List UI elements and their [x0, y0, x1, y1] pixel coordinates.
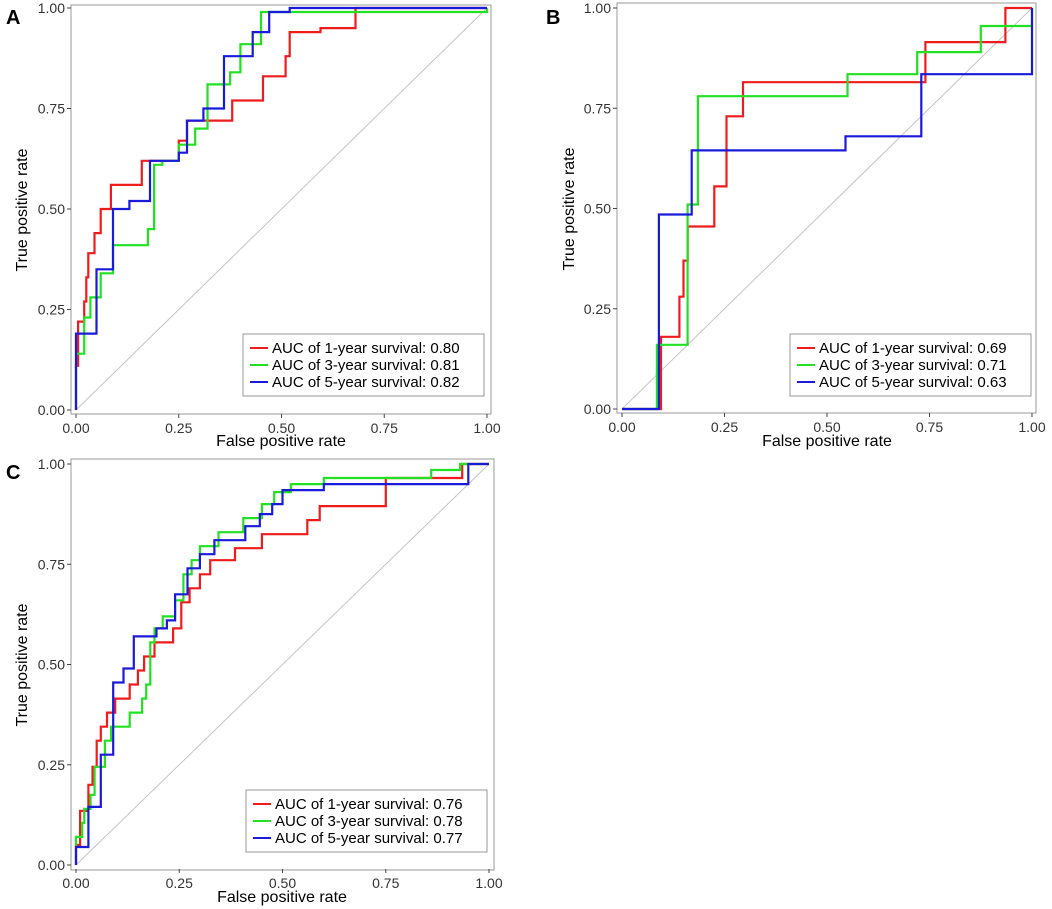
panel-b-xtick-label-0: 0.00: [608, 419, 635, 435]
panel-b-ytick-label-2: 0.50: [584, 201, 611, 217]
panel-c-diagonal: [75, 463, 490, 866]
panel-b-ticks: 0.00 0.25 0.50 0.75 1.00 0.00 0.25 0.50 0.75 1.00: [584, 0, 1046, 435]
panel-a-roc-curve-3: [74, 6, 487, 410]
panel-b-legend-box: [789, 333, 1032, 397]
panel-a-ytick-label-2: 0.50: [38, 201, 65, 217]
panel-c-ylabel: True positive rate: [14, 603, 31, 726]
panel-c-ytick-label-1: 0.25: [38, 757, 65, 773]
panel-a-ytick-label-3: 0.75: [38, 101, 65, 117]
panel-a-ticks: 0.00 0.25 0.50 0.75 1.00 0.00 0.25 0.50 0.75 1.00: [38, 0, 501, 436]
panel-a-xtick-label-3: 0.75: [371, 420, 398, 436]
panel-b-xlabel: False positive rate: [762, 433, 892, 450]
panel-c-letter: C: [6, 462, 20, 484]
panel-c-plot-layer: [74, 462, 490, 866]
panel-a-xtick-label-4: 1.00: [473, 420, 500, 436]
panel-c-xtick-label-0: 0.00: [62, 875, 89, 891]
panel-b-legend-label-1: AUC of 1-year survival: 0.69: [819, 340, 1007, 357]
panel-b-xtick-label-4: 1.00: [1018, 419, 1045, 435]
panel-a-ytick-label-0: 0.00: [38, 402, 65, 418]
panel-a-ylabel: True positive rate: [14, 148, 31, 271]
panel-b-xtick-label-2: 0.50: [813, 419, 840, 435]
panel-a-legend-box: [242, 333, 485, 397]
panel-c-legend-label-3: AUC of 5-year survival: 0.77: [275, 830, 463, 847]
panel-c-legend-label-2: AUC of 3-year survival: 0.78: [275, 813, 463, 830]
panel-b-roc-curve-2: [622, 8, 1034, 411]
panel-a-legend-label-2: AUC of 3-year survival: 0.81: [272, 357, 460, 374]
panel-c-xlabel: False positive rate: [217, 889, 347, 906]
panel-a-plot-layer: [74, 6, 489, 411]
panel-b-legend-label-2: AUC of 3-year survival: 0.71: [819, 357, 1007, 374]
panel-c-xtick-label-1: 0.25: [166, 875, 193, 891]
panel-c-legend-label-1: AUC of 1-year survival: 0.76: [275, 796, 463, 813]
panel-c-ticks: 0.00 0.25 0.50 0.75 1.00 0.00 0.25 0.50 0.75 1.00: [38, 456, 503, 891]
panel-c-ytick-label-4: 1.00: [38, 456, 65, 472]
panel-b-xtick-label-3: 0.75: [916, 419, 943, 435]
panel-a-diagonal: [75, 7, 488, 411]
panel-c-roc-curve-2: [74, 462, 489, 865]
panel-c-roc-curve-3: [74, 462, 489, 865]
panel-b-xtick-label-1: 0.25: [711, 419, 738, 435]
panel-b-ytick-label-4: 1.00: [584, 0, 611, 16]
panel-a-ytick-label-4: 1.00: [38, 0, 65, 16]
panel-b-roc-curve-3: [622, 8, 1034, 411]
panel-a-letter: A: [6, 7, 20, 29]
panel-c: C 0.00 0.25 0.50 0.75 1.00 0.00 0.25 0.50 0.75 1.…: [6, 456, 503, 906]
panel-c-ytick-label-3: 0.75: [38, 556, 65, 572]
panel-b-plot-layer: [621, 6, 1034, 411]
panel-a-xtick-label-1: 0.25: [165, 420, 192, 436]
panel-b-ylabel: True positive rate: [561, 147, 578, 270]
panel-a-roc-curve-1: [74, 6, 487, 410]
panel-c-ytick-label-2: 0.50: [38, 657, 65, 673]
panel-a-legend-label-3: AUC of 5-year survival: 0.82: [272, 374, 460, 391]
panel-b-letter: B: [546, 7, 560, 29]
panel-c-legend: AUC of 1-year survival: 0.76 AUC of 3-ye…: [245, 789, 488, 853]
panel-a-legend-label-1: AUC of 1-year survival: 0.80: [272, 340, 460, 357]
panel-c-xtick-label-4: 1.00: [475, 875, 502, 891]
panel-c-xtick-label-3: 0.75: [372, 875, 399, 891]
panel-a: A 0.00 0.25 0.50 0.75 1.00 0.00 0.25 0.50 0.75 1.…: [6, 0, 501, 450]
panel-b-ytick-label-3: 0.75: [584, 100, 611, 116]
panel-c-xtick-label-2: 0.50: [269, 875, 296, 891]
panel-b-ytick-label-0: 0.00: [584, 401, 611, 417]
panel-a-ytick-label-1: 0.25: [38, 302, 65, 318]
panel-b: B 0.00 0.25 0.50 0.75 1.00 0.00 0.25 0.50 0.75 1.…: [546, 0, 1046, 450]
panel-a-xtick-label-0: 0.00: [62, 420, 89, 436]
panel-a-legend: AUC of 1-year survival: 0.80 AUC of 3-ye…: [242, 333, 485, 397]
panel-b-roc-curve-1: [622, 6, 1032, 411]
panel-a-xlabel: False positive rate: [216, 433, 346, 450]
panel-a-roc-curve-2: [74, 8, 489, 410]
panel-b-ytick-label-1: 0.25: [584, 301, 611, 317]
panel-c-legend-box: [245, 789, 488, 853]
panel-a-xtick-label-2: 0.50: [268, 420, 295, 436]
panel-c-ytick-label-0: 0.00: [38, 857, 65, 873]
panel-b-legend: AUC of 1-year survival: 0.69 AUC of 3-ye…: [789, 333, 1032, 397]
panel-b-legend-label-3: AUC of 5-year survival: 0.63: [819, 374, 1007, 391]
